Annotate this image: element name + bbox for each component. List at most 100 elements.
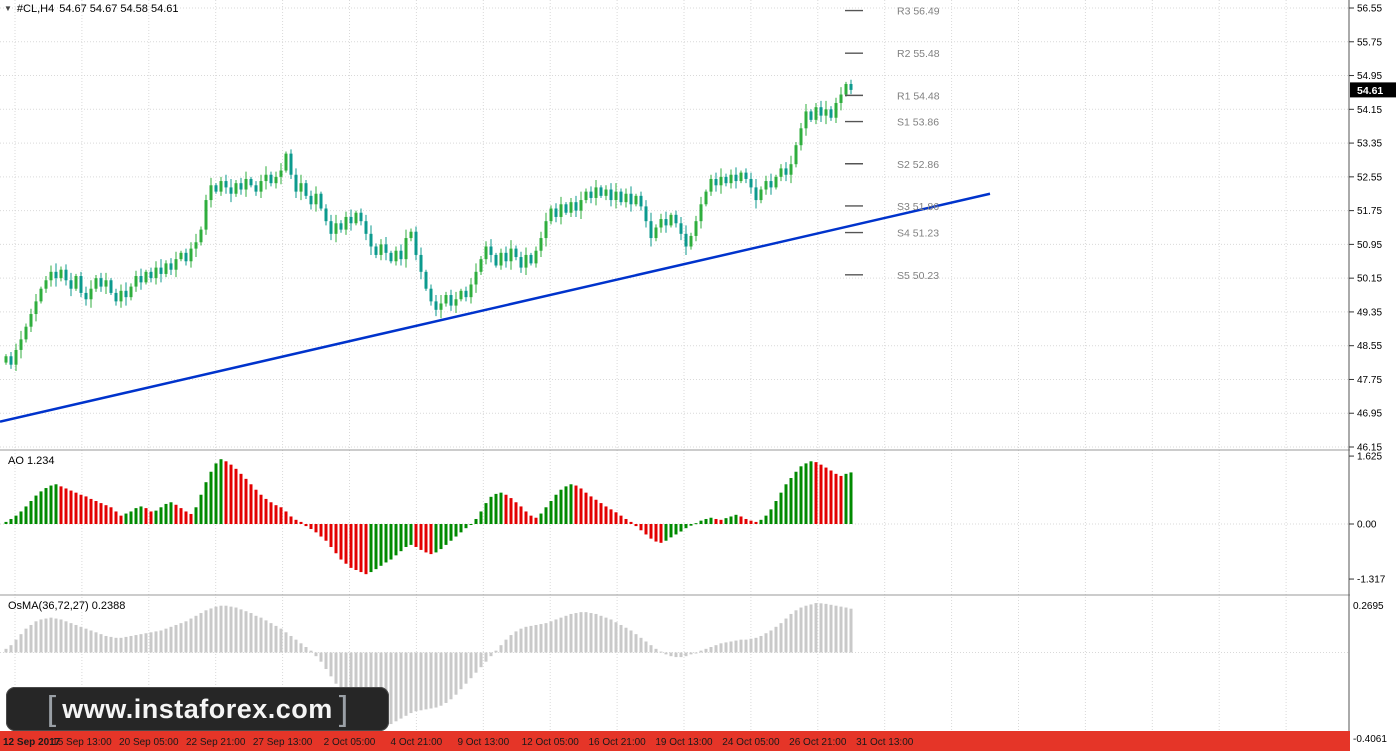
candle-body xyxy=(109,280,113,293)
ao-bar xyxy=(79,494,83,524)
candle-body xyxy=(549,208,553,222)
candle-body xyxy=(169,263,173,270)
osma-bar xyxy=(764,633,768,653)
candle-body xyxy=(204,200,208,230)
osma-bar xyxy=(639,637,643,653)
ao-bar xyxy=(129,511,133,524)
osma-bar xyxy=(849,608,853,653)
candle-body xyxy=(419,254,423,272)
candle-body xyxy=(44,280,48,289)
osma-bar xyxy=(779,623,783,653)
osma-bar xyxy=(19,634,23,653)
osma-bar xyxy=(629,630,633,653)
osma-bar xyxy=(389,652,393,725)
ao-bar xyxy=(829,470,833,524)
ao-indicator-label: AO 1.234 xyxy=(8,455,55,467)
ao-bar xyxy=(659,524,663,543)
ao-bar xyxy=(479,511,483,524)
price-axis-label: 56.55 xyxy=(1357,4,1382,15)
time-axis-label: 12 Oct 05:00 xyxy=(522,737,580,748)
osma-bar xyxy=(354,652,358,710)
pivot-level-label: S1 53.86 xyxy=(897,117,939,129)
ao-bar xyxy=(114,511,118,524)
ao-bar xyxy=(369,524,373,573)
osma-bar xyxy=(479,652,483,668)
osma-bar xyxy=(814,603,818,653)
ao-bar xyxy=(784,484,788,524)
candle-body xyxy=(174,259,178,270)
ao-bar xyxy=(514,502,518,524)
osma-bar xyxy=(829,604,833,653)
osma-bar xyxy=(89,630,93,653)
osma-bar xyxy=(819,603,823,653)
candle-body xyxy=(774,176,778,188)
candle-body xyxy=(274,176,278,184)
candle-body xyxy=(619,191,623,203)
osma-bar xyxy=(454,652,458,695)
candle-body xyxy=(334,223,338,234)
ao-bar xyxy=(724,518,728,524)
candle-body xyxy=(439,303,443,310)
candle-body xyxy=(279,170,283,177)
osma-bar xyxy=(444,652,448,703)
osma-bar xyxy=(209,608,213,653)
osma-bar xyxy=(54,618,58,653)
price-axis-label: 46.15 xyxy=(1357,443,1382,454)
candle-body xyxy=(844,83,848,95)
osma-bar xyxy=(184,621,188,653)
candle-body xyxy=(369,233,373,247)
chart-title-bar: ▼ #CL,H4 54.67 54.67 54.58 54.61 xyxy=(4,3,179,15)
candle-body xyxy=(399,250,403,260)
ao-bar xyxy=(564,486,568,524)
candle-body xyxy=(684,233,688,247)
candle-body xyxy=(159,267,163,274)
ao-bar xyxy=(679,524,683,532)
candle-body xyxy=(14,349,18,365)
osma-bar xyxy=(189,618,193,653)
ao-bar xyxy=(224,461,228,524)
osma-bar xyxy=(594,613,598,653)
ao-bar xyxy=(39,491,43,524)
price-axis[interactable]: 56.55 55.75 54.95 54.15 53.35 52.55 51.75 50.95… xyxy=(1348,0,1398,751)
time-axis-label: 2 Oct 05:00 xyxy=(324,737,376,748)
candle-body xyxy=(729,174,733,184)
ao-bar xyxy=(429,524,433,555)
time-axis-bar[interactable] xyxy=(0,731,1350,751)
candle-body xyxy=(224,181,228,188)
osma-bar xyxy=(214,606,218,653)
ao-bar xyxy=(549,501,553,524)
price-axis-label: 52.55 xyxy=(1357,172,1382,183)
time-axis-label: 31 Oct 13:00 xyxy=(856,737,914,748)
candle-body xyxy=(264,174,268,182)
ao-bar xyxy=(379,524,383,566)
dropdown-arrow-icon[interactable]: ▼ xyxy=(4,4,12,13)
candle-body xyxy=(804,111,808,129)
ao-bar xyxy=(594,499,598,524)
current-price-value: 54.61 xyxy=(1357,85,1383,97)
candle-body xyxy=(739,172,743,182)
candle-body xyxy=(239,183,243,190)
candle-body xyxy=(234,183,238,194)
osma-bar xyxy=(349,652,353,704)
ao-axis-label: 1.625 xyxy=(1357,452,1382,463)
ao-bar xyxy=(404,524,408,547)
osma-bar xyxy=(49,617,53,653)
candle-body xyxy=(529,254,533,264)
price-axis-label: 47.75 xyxy=(1357,375,1382,386)
candle-body xyxy=(464,290,468,298)
trendline[interactable] xyxy=(0,192,991,423)
ao-bar xyxy=(139,506,143,524)
candle-body xyxy=(494,254,498,266)
candle-body xyxy=(699,204,703,222)
osma-bar xyxy=(464,652,468,684)
candle-body xyxy=(789,164,793,175)
ao-histogram xyxy=(4,459,853,575)
candle-body xyxy=(444,295,448,304)
ao-bar xyxy=(84,496,88,524)
pivot-level-label: S2 52.86 xyxy=(897,159,939,171)
ao-bar xyxy=(239,473,243,524)
osma-bar xyxy=(234,607,238,653)
